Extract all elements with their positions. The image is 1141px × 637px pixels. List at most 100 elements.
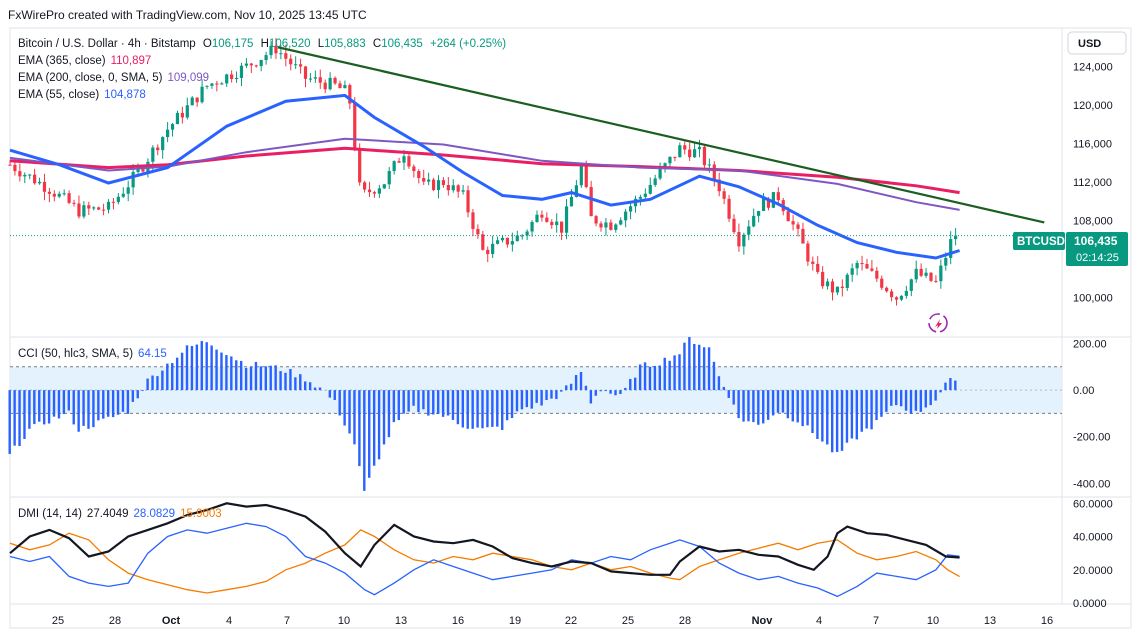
candle-body: [18, 171, 22, 177]
cci-bar: [594, 390, 597, 396]
candle-body: [476, 228, 480, 235]
candle-body: [555, 221, 559, 226]
cci-bar: [353, 390, 356, 445]
candle-body: [584, 165, 588, 188]
symbol-title: Bitcoin / U.S. Dollar · 4h · Bitstamp: [18, 38, 196, 50]
candle-body: [461, 190, 465, 192]
candle-body: [840, 286, 844, 288]
cci-legend[interactable]: CCI (50, hlc3, SMA, 5) 64.15: [18, 348, 167, 360]
candle-body: [417, 171, 421, 179]
cci-bar: [919, 390, 923, 412]
candle-body: [564, 206, 569, 233]
cci-bar: [8, 390, 11, 454]
cci-tick-label: -200.00: [1073, 432, 1110, 444]
cci-bars-group: [8, 337, 957, 491]
ema55-legend-label: EMA (55, close): [18, 89, 99, 101]
candle-body: [500, 237, 505, 241]
trendline[interactable]: [277, 46, 1045, 224]
time-tick-label: 4: [816, 615, 822, 627]
ema200-legend[interactable]: EMA (200, close, 0, SMA, 5) 109,099: [18, 72, 209, 84]
candle-body: [190, 97, 194, 106]
cci-bar: [865, 390, 868, 429]
candle-body: [919, 268, 923, 276]
sparkle-icon[interactable]: [928, 313, 948, 333]
cci-bar: [732, 390, 735, 405]
cci-bar: [220, 352, 223, 391]
candle-body: [909, 279, 913, 291]
ema55-legend[interactable]: EMA (55, close) 104,878: [18, 89, 146, 101]
cci-bar: [801, 390, 804, 427]
candle-body: [643, 193, 647, 197]
cci-bar: [683, 342, 686, 391]
time-tick-label: 7: [873, 615, 879, 627]
candle-body: [589, 187, 593, 217]
cci-bar: [200, 341, 203, 391]
candle-body: [175, 112, 180, 125]
open-value: 106,175: [212, 38, 254, 50]
symbol-badge[interactable]: [1013, 232, 1065, 250]
high-label: H: [261, 38, 269, 50]
cci-bar: [358, 390, 361, 467]
cci-bar: [653, 365, 657, 391]
candle-body: [308, 78, 313, 80]
cci-bar: [348, 390, 351, 434]
cci-bar: [791, 390, 794, 422]
cci-bar: [13, 390, 16, 446]
cci-bar: [446, 390, 450, 416]
price-tick-label: 116,000: [1073, 139, 1112, 151]
cci-bar: [304, 381, 307, 391]
cci-bar: [826, 390, 829, 445]
cci-legend-label: CCI (50, hlc3, SMA, 5): [18, 348, 133, 360]
candle-body: [33, 174, 37, 184]
candle-body: [358, 148, 362, 183]
cci-bar: [530, 390, 533, 409]
ema365-legend[interactable]: EMA (365, close) 110,897: [18, 55, 151, 67]
candle-body: [658, 168, 662, 179]
cci-bar: [205, 342, 208, 391]
cci-bar: [658, 365, 662, 391]
symbol-legend[interactable]: Bitcoin / U.S. Dollar · 4h · Bitstamp O1…: [18, 38, 506, 50]
cci-bar: [279, 371, 282, 391]
cci-bar: [569, 383, 573, 391]
cci-bar: [540, 390, 543, 406]
candle-body: [412, 166, 416, 172]
candle-body: [156, 147, 160, 151]
cci-bar: [875, 390, 878, 421]
cci-bar: [860, 390, 863, 432]
cci-bar: [230, 356, 233, 391]
last-price-badge[interactable]: [1066, 232, 1128, 266]
candle-body: [323, 82, 327, 90]
candle-body: [126, 187, 130, 194]
cci-bar: [850, 390, 854, 439]
candle-body: [806, 243, 810, 262]
candle-body: [431, 179, 436, 190]
candle-body: [200, 86, 204, 103]
ema200-line: [9, 137, 960, 211]
candle-body: [889, 291, 894, 298]
candle-body: [692, 149, 697, 158]
candle-body: [683, 145, 687, 150]
candle-body: [269, 45, 273, 56]
candle-body: [289, 58, 293, 65]
cci-bar: [225, 355, 228, 391]
cci-bar: [806, 390, 809, 426]
cci-bar: [565, 385, 568, 391]
dmi-legend[interactable]: DMI (14, 14) 27.4049 28.0829 15.9003: [18, 508, 222, 520]
currency-button[interactable]: [1067, 31, 1127, 55]
candle-body: [121, 193, 125, 197]
candle-body: [87, 205, 91, 209]
candle-body: [663, 163, 667, 169]
cci-bar: [707, 347, 711, 391]
candle-body: [939, 265, 943, 282]
candle-body: [727, 198, 731, 219]
cci-bar: [899, 390, 903, 407]
cci-bar: [175, 357, 179, 391]
cci-bar: [417, 390, 420, 413]
price-tick-label: 124,000: [1073, 62, 1113, 74]
candle-body: [929, 272, 933, 281]
cci-bar: [407, 390, 410, 412]
low-value: 105,883: [324, 38, 366, 50]
dmi-adx-value: 27.4049: [87, 508, 129, 520]
cci-bar: [722, 386, 726, 391]
